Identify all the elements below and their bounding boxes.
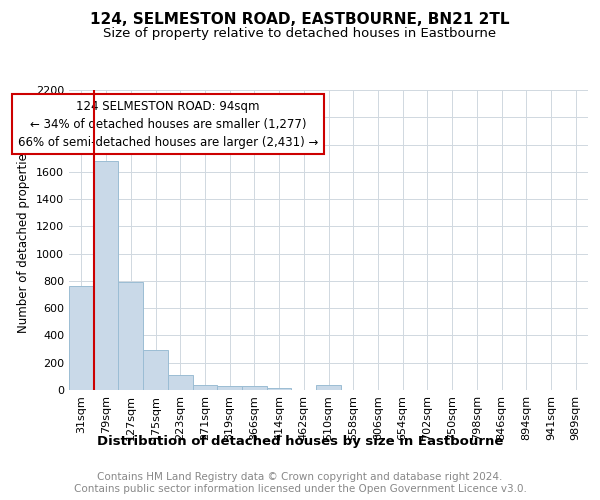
Bar	[242, 386, 267, 390]
Bar	[267, 388, 292, 390]
Bar	[217, 386, 242, 390]
Text: Distribution of detached houses by size in Eastbourne: Distribution of detached houses by size …	[97, 435, 503, 448]
Text: Contains HM Land Registry data © Crown copyright and database right 2024.
Contai: Contains HM Land Registry data © Crown c…	[74, 472, 526, 494]
Text: Size of property relative to detached houses in Eastbourne: Size of property relative to detached ho…	[103, 28, 497, 40]
Bar	[316, 384, 341, 390]
Text: 124 SELMESTON ROAD: 94sqm
← 34% of detached houses are smaller (1,277)
66% of se: 124 SELMESTON ROAD: 94sqm ← 34% of detac…	[17, 100, 318, 148]
Bar	[69, 286, 94, 390]
Bar	[193, 384, 217, 390]
Bar	[118, 282, 143, 390]
Bar	[94, 161, 118, 390]
Y-axis label: Number of detached properties: Number of detached properties	[17, 147, 31, 333]
Bar	[143, 350, 168, 390]
Bar	[168, 375, 193, 390]
Text: 124, SELMESTON ROAD, EASTBOURNE, BN21 2TL: 124, SELMESTON ROAD, EASTBOURNE, BN21 2T…	[90, 12, 510, 28]
